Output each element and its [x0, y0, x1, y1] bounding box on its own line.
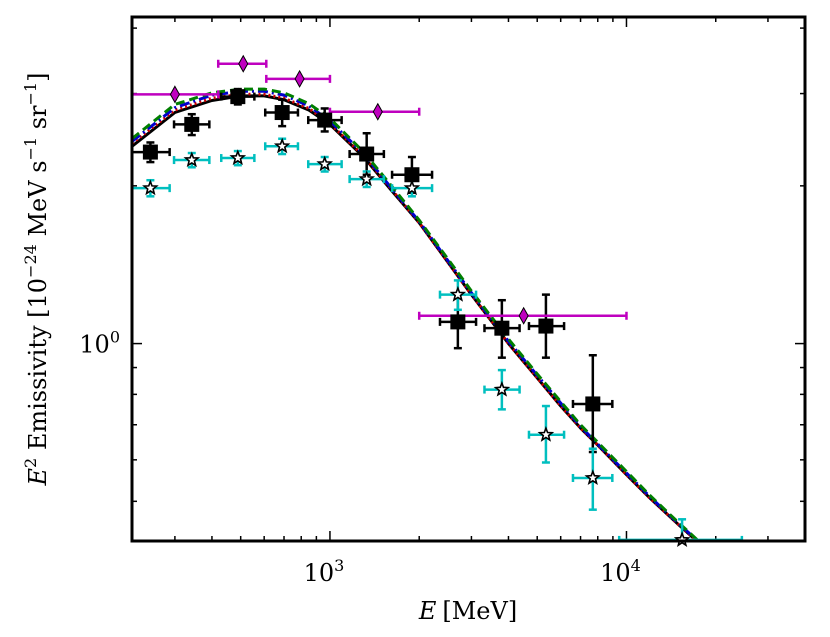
- data-point-star: [493, 380, 511, 397]
- y-axis-mid2: sr: [24, 105, 52, 137]
- x-axis-title: E [MeV]: [418, 597, 517, 625]
- y-tick-base: 10: [79, 331, 110, 359]
- data-point-diamond: [518, 306, 529, 325]
- data-point-square: [585, 396, 601, 412]
- data-point-star: [584, 469, 602, 485]
- data-point-diamond: [372, 102, 383, 121]
- y-axis-end: ]: [24, 72, 52, 81]
- data-point-diamond: [294, 69, 305, 88]
- y-axis-sup: 2: [21, 458, 40, 468]
- x-axis-symbol: E: [418, 597, 437, 625]
- data-point-square: [450, 314, 466, 330]
- x-tick-base: 10: [304, 559, 335, 587]
- x-tick-base: 10: [600, 559, 631, 587]
- data-point-star: [673, 531, 691, 548]
- data-point-star: [142, 179, 159, 196]
- y-axis-exp3: −1: [21, 82, 40, 106]
- data-point-diamond: [169, 85, 180, 104]
- data-point-square: [184, 116, 200, 132]
- model-curve-dashed: [132, 87, 701, 541]
- x-tick-exp: 4: [631, 556, 641, 575]
- data-point-star: [229, 149, 247, 166]
- x-tick-label: 103: [304, 556, 345, 587]
- data-point-square: [538, 318, 554, 334]
- x-tick-label: 104: [600, 556, 641, 587]
- data-point-star: [273, 137, 291, 154]
- y-tick-label: 100: [79, 328, 120, 359]
- data-markers: [142, 54, 691, 548]
- x-tick-exp: 3: [334, 556, 344, 575]
- data-point-square: [230, 89, 246, 105]
- plot-frame: [130, 15, 807, 543]
- y-axis-symbol: E: [24, 468, 52, 487]
- data-point-star: [403, 179, 421, 196]
- data-point-square: [274, 105, 290, 121]
- data-point-square: [142, 144, 158, 160]
- y-axis-exp2: −1: [21, 137, 40, 161]
- data-point-star: [449, 285, 467, 302]
- data-point-square: [359, 146, 375, 162]
- y-axis-text: Emissivity [10: [24, 278, 52, 458]
- model-curve-dashdot: [132, 89, 701, 541]
- data-point-star: [358, 170, 376, 187]
- data-point-square: [317, 112, 333, 128]
- y-axis-mid: MeV s: [24, 160, 52, 244]
- y-axis-title: E2 Emissivity [10−24 MeV s−1 sr−1]: [21, 72, 52, 486]
- data-point-star: [537, 425, 555, 442]
- y-axis-exp1: −24: [21, 244, 40, 278]
- x-axis-unit: [MeV]: [442, 597, 517, 625]
- data-point-diamond: [238, 54, 249, 73]
- y-tick-exp: 0: [110, 328, 120, 347]
- data-point-star: [316, 155, 334, 172]
- data-point-square: [494, 320, 510, 336]
- data-point-star: [183, 151, 201, 168]
